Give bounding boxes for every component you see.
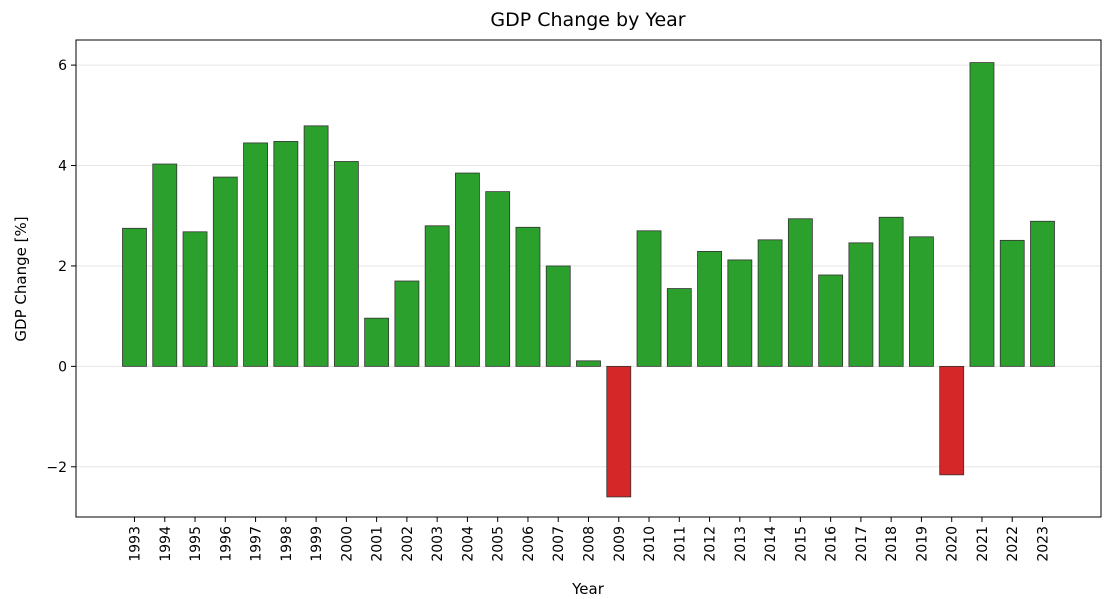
- x-tick-label: 2007: [551, 526, 567, 562]
- bar-2014: [757, 239, 783, 367]
- bar-1999: [303, 125, 329, 367]
- y-tick-label: 0: [58, 359, 67, 375]
- x-tick-label: 1993: [128, 526, 144, 562]
- y-tick-label: 4: [58, 159, 67, 175]
- y-axis-ticks: −2 0 2 4 6: [46, 58, 76, 476]
- bar-2003: [424, 225, 450, 367]
- x-tick-label: 2010: [642, 526, 658, 562]
- bar-2001: [364, 317, 390, 367]
- x-tick-label: 2014: [763, 526, 779, 562]
- x-tick-label: 1994: [158, 526, 174, 562]
- bar-2019: [909, 236, 934, 367]
- x-axis-label: Year: [571, 580, 605, 598]
- bar-2007: [545, 265, 571, 367]
- x-axis-ticks: 1993 1994 1995 1996 1997 1998 1999 2000 2001 2002…: [128, 517, 1052, 562]
- x-tick-label: 2009: [612, 526, 628, 562]
- y-tick-label: 2: [58, 259, 67, 275]
- bar-2022: [999, 239, 1025, 367]
- y-axis-label: GDP Change [%]: [12, 216, 30, 341]
- bar-2004: [455, 172, 480, 367]
- bar-2000: [333, 161, 359, 367]
- chart-title: GDP Change by Year: [490, 9, 685, 31]
- bar-1994: [152, 163, 178, 367]
- x-tick-label: 2019: [914, 526, 930, 562]
- x-tick-label: 2006: [521, 526, 537, 562]
- x-tick-label: 2003: [430, 526, 446, 562]
- bar-1997: [243, 142, 268, 367]
- bar-1993: [122, 227, 147, 367]
- x-tick-label: 1998: [279, 526, 295, 562]
- bar-1995: [182, 231, 208, 367]
- bar-2008: [576, 360, 601, 367]
- x-tick-label: 2015: [793, 526, 809, 562]
- y-tick-label: −2: [46, 460, 67, 476]
- bar-1998: [273, 141, 299, 367]
- x-tick-label: 2023: [1036, 526, 1052, 562]
- bar-2015: [787, 218, 813, 367]
- x-tick-label: 2016: [824, 526, 840, 562]
- x-tick-label: 2000: [339, 526, 355, 562]
- x-tick-label: 2018: [884, 526, 900, 562]
- bar-2018: [878, 216, 904, 367]
- bar-2010: [636, 230, 662, 367]
- bar-2021: [969, 62, 995, 367]
- bar-2017: [848, 242, 874, 367]
- x-tick-label: 2020: [945, 526, 961, 562]
- x-tick-label: 2001: [370, 526, 386, 562]
- bar-2013: [727, 259, 753, 367]
- bar-2009: [606, 365, 632, 498]
- bar-2023: [1030, 220, 1055, 367]
- x-tick-label: 1995: [188, 526, 204, 562]
- bar-2016: [818, 274, 844, 367]
- bars: [122, 62, 1055, 498]
- x-tick-label: 2012: [703, 526, 719, 562]
- x-tick-label: 1997: [249, 526, 265, 562]
- bar-2012: [697, 250, 722, 367]
- bar-2011: [666, 288, 692, 367]
- bar-2006: [515, 226, 541, 367]
- x-tick-label: 2005: [491, 526, 507, 562]
- x-tick-label: 2022: [1005, 526, 1021, 562]
- x-tick-label: 2013: [733, 526, 749, 562]
- y-tick-label: 6: [58, 58, 67, 74]
- bar-2005: [485, 191, 511, 367]
- x-tick-label: 2021: [975, 526, 991, 562]
- x-tick-label: 1996: [218, 526, 234, 562]
- bar-1996: [212, 176, 238, 367]
- x-tick-label: 2008: [582, 526, 598, 562]
- bar-2020: [939, 365, 965, 476]
- x-tick-label: 2011: [672, 526, 688, 562]
- bar-2002: [394, 280, 420, 367]
- x-tick-label: 2002: [400, 526, 416, 562]
- x-tick-label: 2017: [854, 526, 870, 562]
- x-tick-label: 2004: [460, 526, 476, 562]
- x-tick-label: 1999: [309, 526, 325, 562]
